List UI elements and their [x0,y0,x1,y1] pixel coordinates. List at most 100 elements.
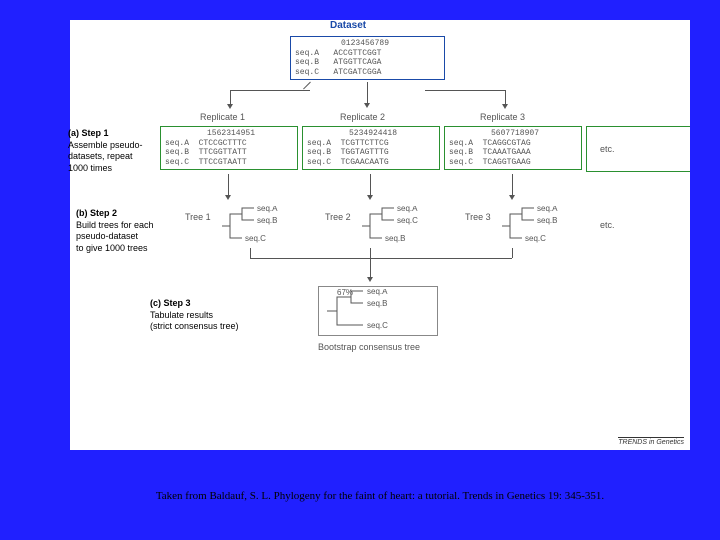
consensus-taxon: seq.C [367,321,388,330]
seq-row: seq.C TCAGGTGAAG [449,158,577,168]
seq-bases: ATGGTTCAGA [333,58,381,67]
arrow [250,248,251,258]
replicate-positions: 5607718907 [449,129,577,139]
step2-text: to give 1000 trees [76,243,148,253]
tree-taxon: seq.B [537,216,557,225]
replicate-positions: 5234924418 [307,129,435,139]
tree-taxon: seq.A [257,206,278,213]
step3-text: (strict consensus tree) [150,321,239,331]
seq-name: seq.B [165,148,189,157]
seq-bases: TCGTTCTTCG [341,139,389,148]
replicate-box: 1562314951 seq.A CTCCGCTTTC seq.B TTCGGT… [160,126,298,170]
dataset-title: Dataset [330,20,366,31]
tree-taxon: seq.A [537,206,558,213]
arrow [228,174,229,196]
step3-label: (c) Step 3 Tabulate results (strict cons… [150,298,239,333]
arrow [370,174,371,196]
arrow-head [227,104,233,109]
journal-credit: TRENDS in Genetics [618,437,684,446]
arrow [303,82,311,90]
seq-row: seq.A CTCCGCTTTC [165,139,293,149]
dataset-positions: 0123456789 [295,39,440,49]
arrow [370,258,512,259]
seq-row: seq.A TCGTTCTTCG [307,139,435,149]
step1-text: 1000 times [68,163,112,173]
arrow [250,258,370,259]
seq-bases: ATCGATCGGA [333,68,381,77]
consensus-taxon: seq.B [367,299,387,308]
seq-bases: TGGTAGTTTG [341,148,389,157]
tree-taxon: seq.A [397,206,418,213]
seq-name: seq.A [307,139,331,148]
seq-row: seq.C TCGAACAATG [307,158,435,168]
arrow-head [367,277,373,282]
seq-name: seq.B [307,148,331,157]
replicate-label: Replicate 3 [480,112,525,122]
arrow-head [225,195,231,200]
seq-name: seq.C [295,68,319,77]
seq-bases: TTCGGTTATT [199,148,247,157]
consensus-box: 67% seq.A seq.B seq.C [318,286,438,336]
seq-name: seq.B [295,58,319,67]
seq-name: seq.C [307,158,331,167]
step2-text: Build trees for each [76,220,154,230]
step1-text: datasets, repeat [68,151,133,161]
seq-row: seq.B ATGGTTCAGA [295,58,440,68]
seq-row: seq.A ACCGTTCGGT [295,49,440,59]
step1-text: Assemble pseudo- [68,140,143,150]
seq-name: seq.A [295,49,319,58]
seq-bases: TCAGGTGAAG [483,158,531,167]
seq-name: seq.C [165,158,189,167]
replicate-label: Replicate 1 [200,112,245,122]
seq-row: seq.B TGGTAGTTTG [307,148,435,158]
arrow [505,90,506,105]
seq-bases: CTCCGCTTTC [199,139,247,148]
tree-diagram: seq.A seq.B seq.C [220,206,290,246]
seq-bases: ACCGTTCGGT [333,49,381,58]
step1-label: (a) Step 1 Assemble pseudo- datasets, re… [68,128,143,175]
arrow-head [367,195,373,200]
step3-heading: (c) Step 3 [150,298,191,308]
arrow [230,90,231,105]
tree-taxon: seq.B [385,234,405,243]
support-value: 67% [337,289,353,297]
citation-caption: Taken from Baldauf, S. L. Phylogeny for … [70,490,690,502]
dataset-box: 0123456789 seq.A ACCGTTCGGT seq.B ATGGTT… [290,36,445,80]
arrow [512,174,513,196]
tree-label: Tree 3 [465,212,491,222]
arrow-head [509,195,515,200]
replicate-box: 5607718907 seq.A TCAGGCGTAG seq.B TCAAAT… [444,126,582,170]
step2-heading: (b) Step 2 [76,208,117,218]
seq-row: seq.C ATCGATCGGA [295,68,440,78]
step2-text: pseudo-dataset [76,231,138,241]
seq-name: seq.B [449,148,473,157]
figure-panel: Dataset 0123456789 seq.A ACCGTTCGGT seq.… [70,20,690,450]
seq-bases: TTCCGTAATT [199,158,247,167]
replicate-positions: 1562314951 [165,129,293,139]
etc-label: etc. [600,220,615,230]
seq-bases: TCAAATGAAA [483,148,531,157]
consensus-label: Bootstrap consensus tree [318,342,420,352]
tree-label: Tree 1 [185,212,211,222]
consensus-taxon: seq.A [367,289,388,296]
tree-diagram: seq.A seq.C seq.B [360,206,430,246]
tree-taxon: seq.B [257,216,277,225]
arrow [370,248,371,278]
arrow-head [502,104,508,109]
arrow [367,82,368,104]
seq-name: seq.A [449,139,473,148]
arrow [512,248,513,258]
tree-taxon: seq.C [397,216,418,225]
seq-name: seq.C [449,158,473,167]
seq-row: seq.C TTCCGTAATT [165,158,293,168]
arrow-head [364,103,370,108]
seq-bases: TCAGGCGTAG [483,139,531,148]
seq-name: seq.A [165,139,189,148]
replicate-label: Replicate 2 [340,112,385,122]
seq-bases: TCGAACAATG [341,158,389,167]
etc-label: etc. [600,144,615,154]
step2-label: (b) Step 2 Build trees for each pseudo-d… [76,208,154,255]
replicate-box: 5234924418 seq.A TCGTTCTTCG seq.B TGGTAG… [302,126,440,170]
seq-row: seq.B TCAAATGAAA [449,148,577,158]
step3-text: Tabulate results [150,310,213,320]
